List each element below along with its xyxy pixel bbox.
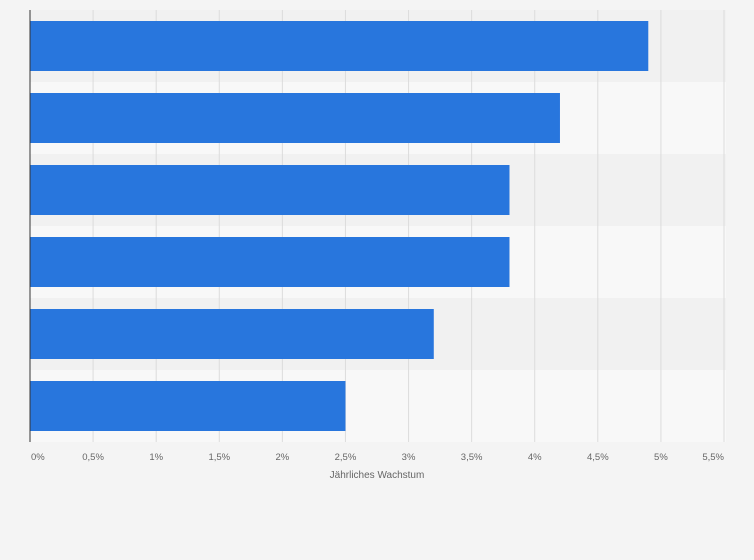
- bar[interactable]: [30, 21, 649, 71]
- x-tick-label: 2,5%: [335, 452, 357, 463]
- x-tick-label: 3,5%: [461, 452, 483, 463]
- x-tick-label: 5%: [654, 452, 668, 463]
- bar[interactable]: [30, 309, 434, 359]
- category-bands: [30, 10, 726, 442]
- x-tick-label: 4,5%: [587, 452, 609, 463]
- bar[interactable]: [30, 165, 510, 215]
- gridlines: [92, 10, 725, 442]
- x-axis-label: Jährliches Wachstum: [330, 470, 425, 481]
- x-tick-label: 0%: [31, 452, 45, 463]
- x-tick-label: 0,5%: [82, 452, 104, 463]
- x-tick-label: 4%: [528, 452, 542, 463]
- bar[interactable]: [30, 93, 560, 143]
- x-tick-labels: 0% 0,5% 1% 1,5% 2% 2,5% 3% 3,5% 4% 4,5% 5% 5,5%: [31, 452, 725, 463]
- x-tick-label: 1%: [149, 452, 163, 463]
- x-tick-label: 3%: [402, 452, 416, 463]
- x-tick-label: 1,5%: [208, 452, 230, 463]
- bars: [30, 21, 649, 431]
- x-tick-label: 5,5%: [702, 452, 724, 463]
- x-tick-label: 2%: [275, 452, 289, 463]
- bar[interactable]: [30, 237, 510, 287]
- bar[interactable]: [30, 381, 346, 431]
